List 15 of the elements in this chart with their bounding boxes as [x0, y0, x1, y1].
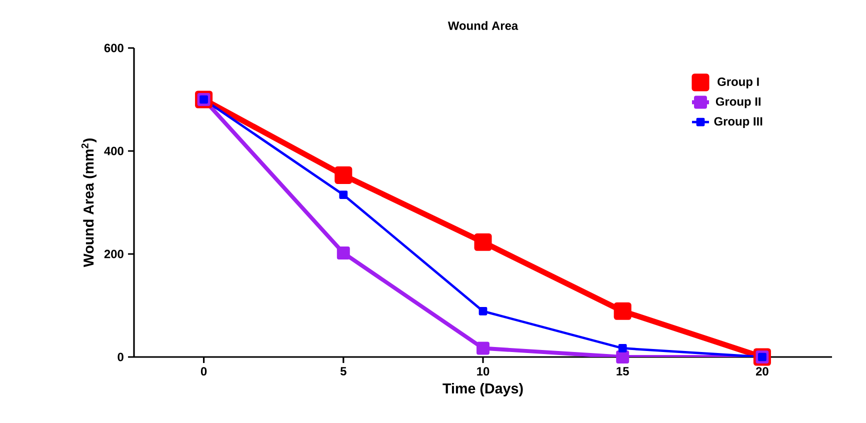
y-axis-title: Wound Area (mm$^{2}$) — [81, 138, 97, 268]
y-tick-label: 400 — [104, 146, 124, 156]
legend-label: Group III — [714, 117, 762, 128]
x-tick-label: 20 — [756, 367, 768, 376]
legend-label: Group II — [716, 97, 760, 108]
x-tick-label: 5 — [340, 367, 346, 376]
x-axis-title: Time (Days) — [442, 383, 523, 396]
y-tick-label: 0 — [118, 352, 124, 362]
x-tick-label: 15 — [616, 367, 629, 376]
chart-title: Wound Area — [448, 21, 518, 30]
legend-label: Group I — [718, 78, 759, 88]
x-tick-label: 0 — [200, 367, 207, 376]
y-tick-label: 600 — [104, 44, 124, 52]
y-tick-label: 200 — [104, 250, 124, 258]
x-tick-label: 10 — [477, 367, 490, 376]
